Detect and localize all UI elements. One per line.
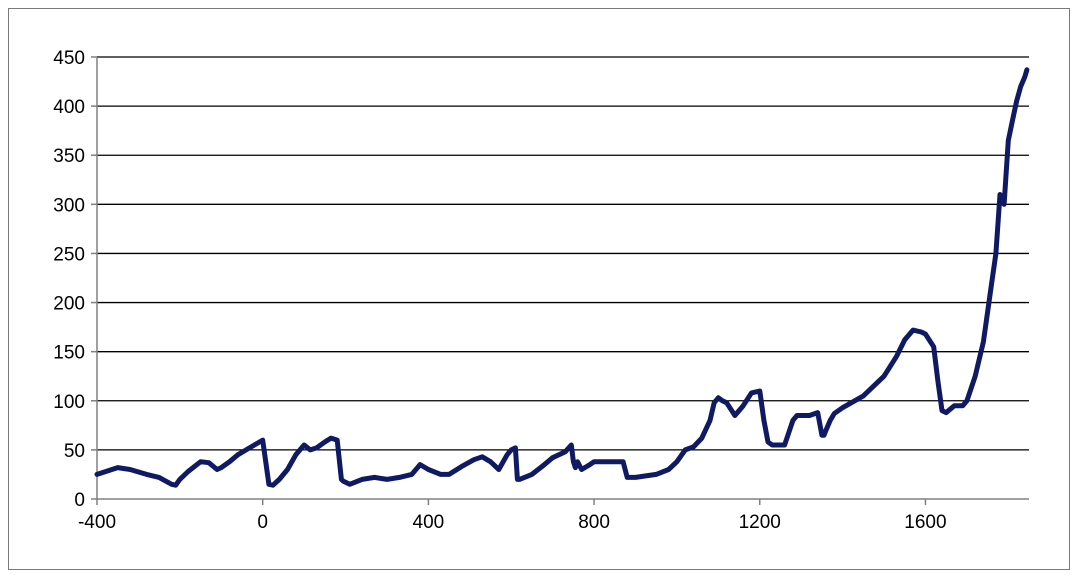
series-layer [94, 67, 1030, 488]
y-tick-label: 400 [53, 97, 85, 118]
x-tick-label: 1600 [904, 512, 946, 533]
series-line-0 [94, 67, 1030, 488]
y-tick-label: 100 [53, 392, 85, 413]
y-tick-label: 0 [74, 490, 85, 511]
y-tick-label: 350 [53, 146, 85, 167]
y-tick-label: 450 [53, 48, 85, 69]
y-tick-label: 250 [53, 244, 85, 265]
y-tick-label: 50 [64, 441, 85, 462]
y-tick-label: 300 [53, 195, 85, 216]
x-tick-label: 400 [413, 512, 445, 533]
y-tick-labels: 0 50 100 150 200 250 300 350 400 450 [53, 48, 85, 511]
x-tick-label: 0 [257, 512, 268, 533]
x-tick-label: 1200 [739, 512, 781, 533]
axes [91, 56, 1029, 505]
y-tick-label: 150 [53, 343, 85, 364]
x-tick-label: -400 [78, 512, 116, 533]
x-tick-label: 800 [578, 512, 610, 533]
y-tick-label: 200 [53, 294, 85, 315]
x-tick-labels: -400 0 400 800 1200 1600 [78, 512, 947, 533]
grid-lines [97, 56, 1029, 451]
